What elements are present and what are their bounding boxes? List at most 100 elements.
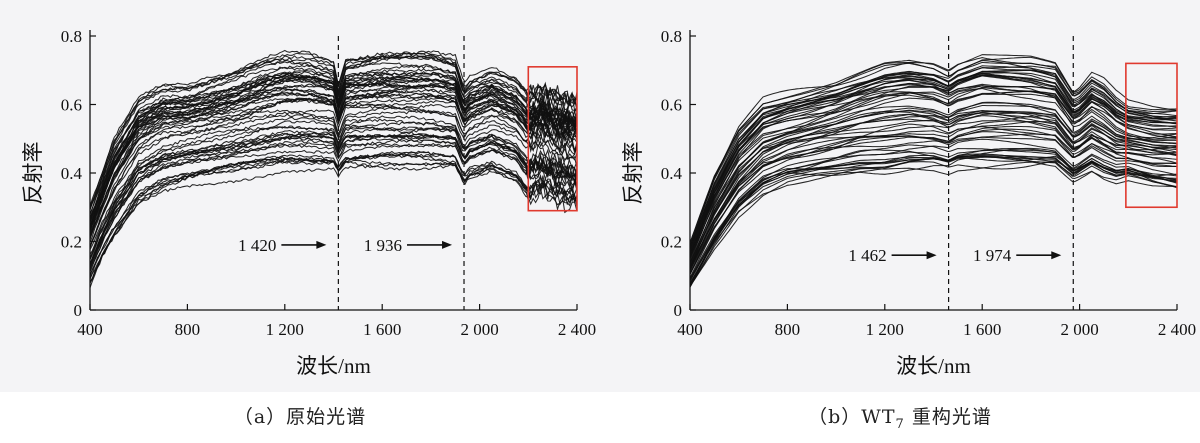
spectrum-line-52 bbox=[689, 157, 1178, 288]
highlight-box bbox=[1125, 62, 1178, 209]
x-tick-label: 800 bbox=[175, 320, 201, 339]
x-tick-label: 400 bbox=[677, 320, 703, 339]
spectrum-line-56 bbox=[89, 127, 578, 258]
y-tick-label: 0.2 bbox=[661, 233, 682, 252]
spectrum-line-54 bbox=[689, 69, 1178, 249]
x-tick-label: 1 200 bbox=[266, 320, 304, 339]
caption-a: （a）原始光谱 bbox=[233, 406, 367, 428]
spectrum-line-56 bbox=[689, 65, 1178, 249]
spectrum-line-32 bbox=[689, 110, 1178, 268]
spectrum-line-33 bbox=[89, 75, 578, 236]
spectrum-line-29 bbox=[689, 87, 1178, 258]
spectrum-line-36 bbox=[689, 153, 1178, 287]
spectrum-line-28 bbox=[689, 79, 1178, 258]
x-tick-label: 2 400 bbox=[1158, 320, 1196, 339]
spectrum-line-51 bbox=[89, 82, 578, 233]
spectrum-line-38 bbox=[689, 138, 1178, 281]
spectrum-line-57 bbox=[89, 51, 578, 210]
spectrum-line-14 bbox=[689, 73, 1177, 255]
spectrum-line-54 bbox=[89, 91, 578, 237]
y-tick-label: 0.4 bbox=[661, 164, 683, 183]
x-tick-label: 800 bbox=[775, 320, 801, 339]
spectrum-line-57 bbox=[689, 56, 1178, 244]
spectrum-line-40 bbox=[689, 161, 1178, 284]
spectrum-line-5 bbox=[689, 110, 1177, 271]
chart-b: 0 0.2 0.4 0.6 0.8 400 800 1 200 1 600 2 000 2 400 波… bbox=[621, 27, 1196, 378]
x-tick-label: 2 400 bbox=[558, 320, 596, 339]
spectrum-line-48 bbox=[89, 52, 578, 209]
spectrum-line-31 bbox=[89, 115, 578, 251]
annotation: 1 974 bbox=[973, 246, 1062, 265]
spectrum-line-42 bbox=[689, 71, 1177, 252]
spectrum-line-49 bbox=[689, 110, 1177, 270]
spectrum-line-53 bbox=[689, 57, 1178, 248]
spectrum-line-50 bbox=[689, 102, 1177, 264]
spectrum-line-15 bbox=[89, 153, 578, 282]
spectrum-line-1 bbox=[89, 162, 578, 283]
spectrum-line-36 bbox=[89, 109, 578, 248]
annotation: 1 420 bbox=[238, 236, 327, 255]
spectrum-line-58 bbox=[89, 104, 578, 248]
annotation: 1 462 bbox=[848, 246, 937, 265]
panel-b: 0 0.2 0.4 0.6 0.8 400 800 1 200 1 600 2 000 2 400 波… bbox=[600, 0, 1200, 392]
spectrum-line-60 bbox=[689, 131, 1178, 275]
spectrum-line-58 bbox=[689, 101, 1178, 264]
caption-b: （b）WT7 重构光谱 bbox=[808, 406, 992, 432]
spectrum-line-55 bbox=[689, 112, 1178, 271]
spectrum-line-1 bbox=[689, 93, 1178, 261]
spectrum-line-53 bbox=[89, 139, 578, 266]
spectrum-line-51 bbox=[689, 149, 1178, 282]
y-tick-label: 0.8 bbox=[61, 27, 82, 46]
x-tick-label: 2 000 bbox=[460, 320, 498, 339]
spectrum-line-8 bbox=[689, 155, 1178, 288]
spectrum-line-49 bbox=[89, 137, 578, 271]
spectrum-line-43 bbox=[89, 153, 578, 280]
spectrum-line-27 bbox=[689, 74, 1177, 258]
chart-a: 0 0.2 0.4 0.6 0.8 400 800 1 200 1 600 2 000 2 400 波… bbox=[21, 27, 596, 378]
annotation-arrow-head bbox=[1051, 251, 1062, 260]
spectrum-line-37 bbox=[89, 158, 578, 284]
series-group bbox=[89, 49, 578, 288]
y-axis-label: 反射率 bbox=[621, 142, 645, 205]
x-tick-label: 1 600 bbox=[963, 320, 1001, 339]
spectrum-line-47 bbox=[689, 115, 1178, 271]
x-tick-label: 1 200 bbox=[866, 320, 904, 339]
annotation-arrow-head bbox=[926, 251, 937, 260]
y-tick-label: 0.6 bbox=[661, 96, 682, 115]
y-tick-label: 0 bbox=[74, 301, 83, 320]
spectrum-line-45 bbox=[689, 156, 1178, 286]
x-axis-label: 波长/nm bbox=[296, 354, 371, 378]
x-tick-label: 1 600 bbox=[363, 320, 401, 339]
spectrum-line-17 bbox=[89, 106, 578, 248]
annotation-label: 1 936 bbox=[364, 236, 402, 255]
spectrum-line-38 bbox=[89, 89, 578, 231]
annotation-label: 1 462 bbox=[848, 246, 886, 265]
spectrum-line-31 bbox=[689, 136, 1178, 279]
annotation-label: 1 974 bbox=[973, 246, 1012, 265]
spectrum-line-41 bbox=[89, 150, 578, 276]
spectrum-line-50 bbox=[89, 121, 578, 255]
spectrum-line-12 bbox=[89, 116, 578, 260]
annotation-arrow-head bbox=[442, 240, 453, 249]
spectrum-line-60 bbox=[89, 133, 578, 265]
y-tick-label: 0.6 bbox=[61, 96, 82, 115]
x-tick-label: 400 bbox=[77, 320, 103, 339]
spectrum-line-44 bbox=[689, 87, 1178, 266]
y-tick-label: 0.4 bbox=[61, 164, 83, 183]
spectrum-line-32 bbox=[89, 120, 578, 265]
y-tick-label: 0.2 bbox=[61, 233, 82, 252]
annotation: 1 936 bbox=[364, 236, 453, 255]
annotation-arrow-head bbox=[316, 240, 327, 249]
spectrum-line-59 bbox=[89, 68, 578, 219]
panel-a: 0 0.2 0.4 0.6 0.8 400 800 1 200 1 600 2 000 2 400 波… bbox=[0, 0, 600, 392]
spectrum-line-55 bbox=[89, 153, 578, 279]
y-axis-label: 反射率 bbox=[21, 142, 45, 205]
highlight-box bbox=[527, 66, 578, 212]
x-tick-label: 2 000 bbox=[1060, 320, 1098, 339]
y-tick-label: 0.8 bbox=[661, 27, 682, 46]
spectrum-line-21 bbox=[689, 154, 1178, 286]
spectrum-line-47 bbox=[89, 71, 578, 220]
annotation-label: 1 420 bbox=[238, 236, 276, 255]
spectrum-line-7 bbox=[689, 72, 1177, 249]
spectrum-line-52 bbox=[89, 151, 578, 276]
